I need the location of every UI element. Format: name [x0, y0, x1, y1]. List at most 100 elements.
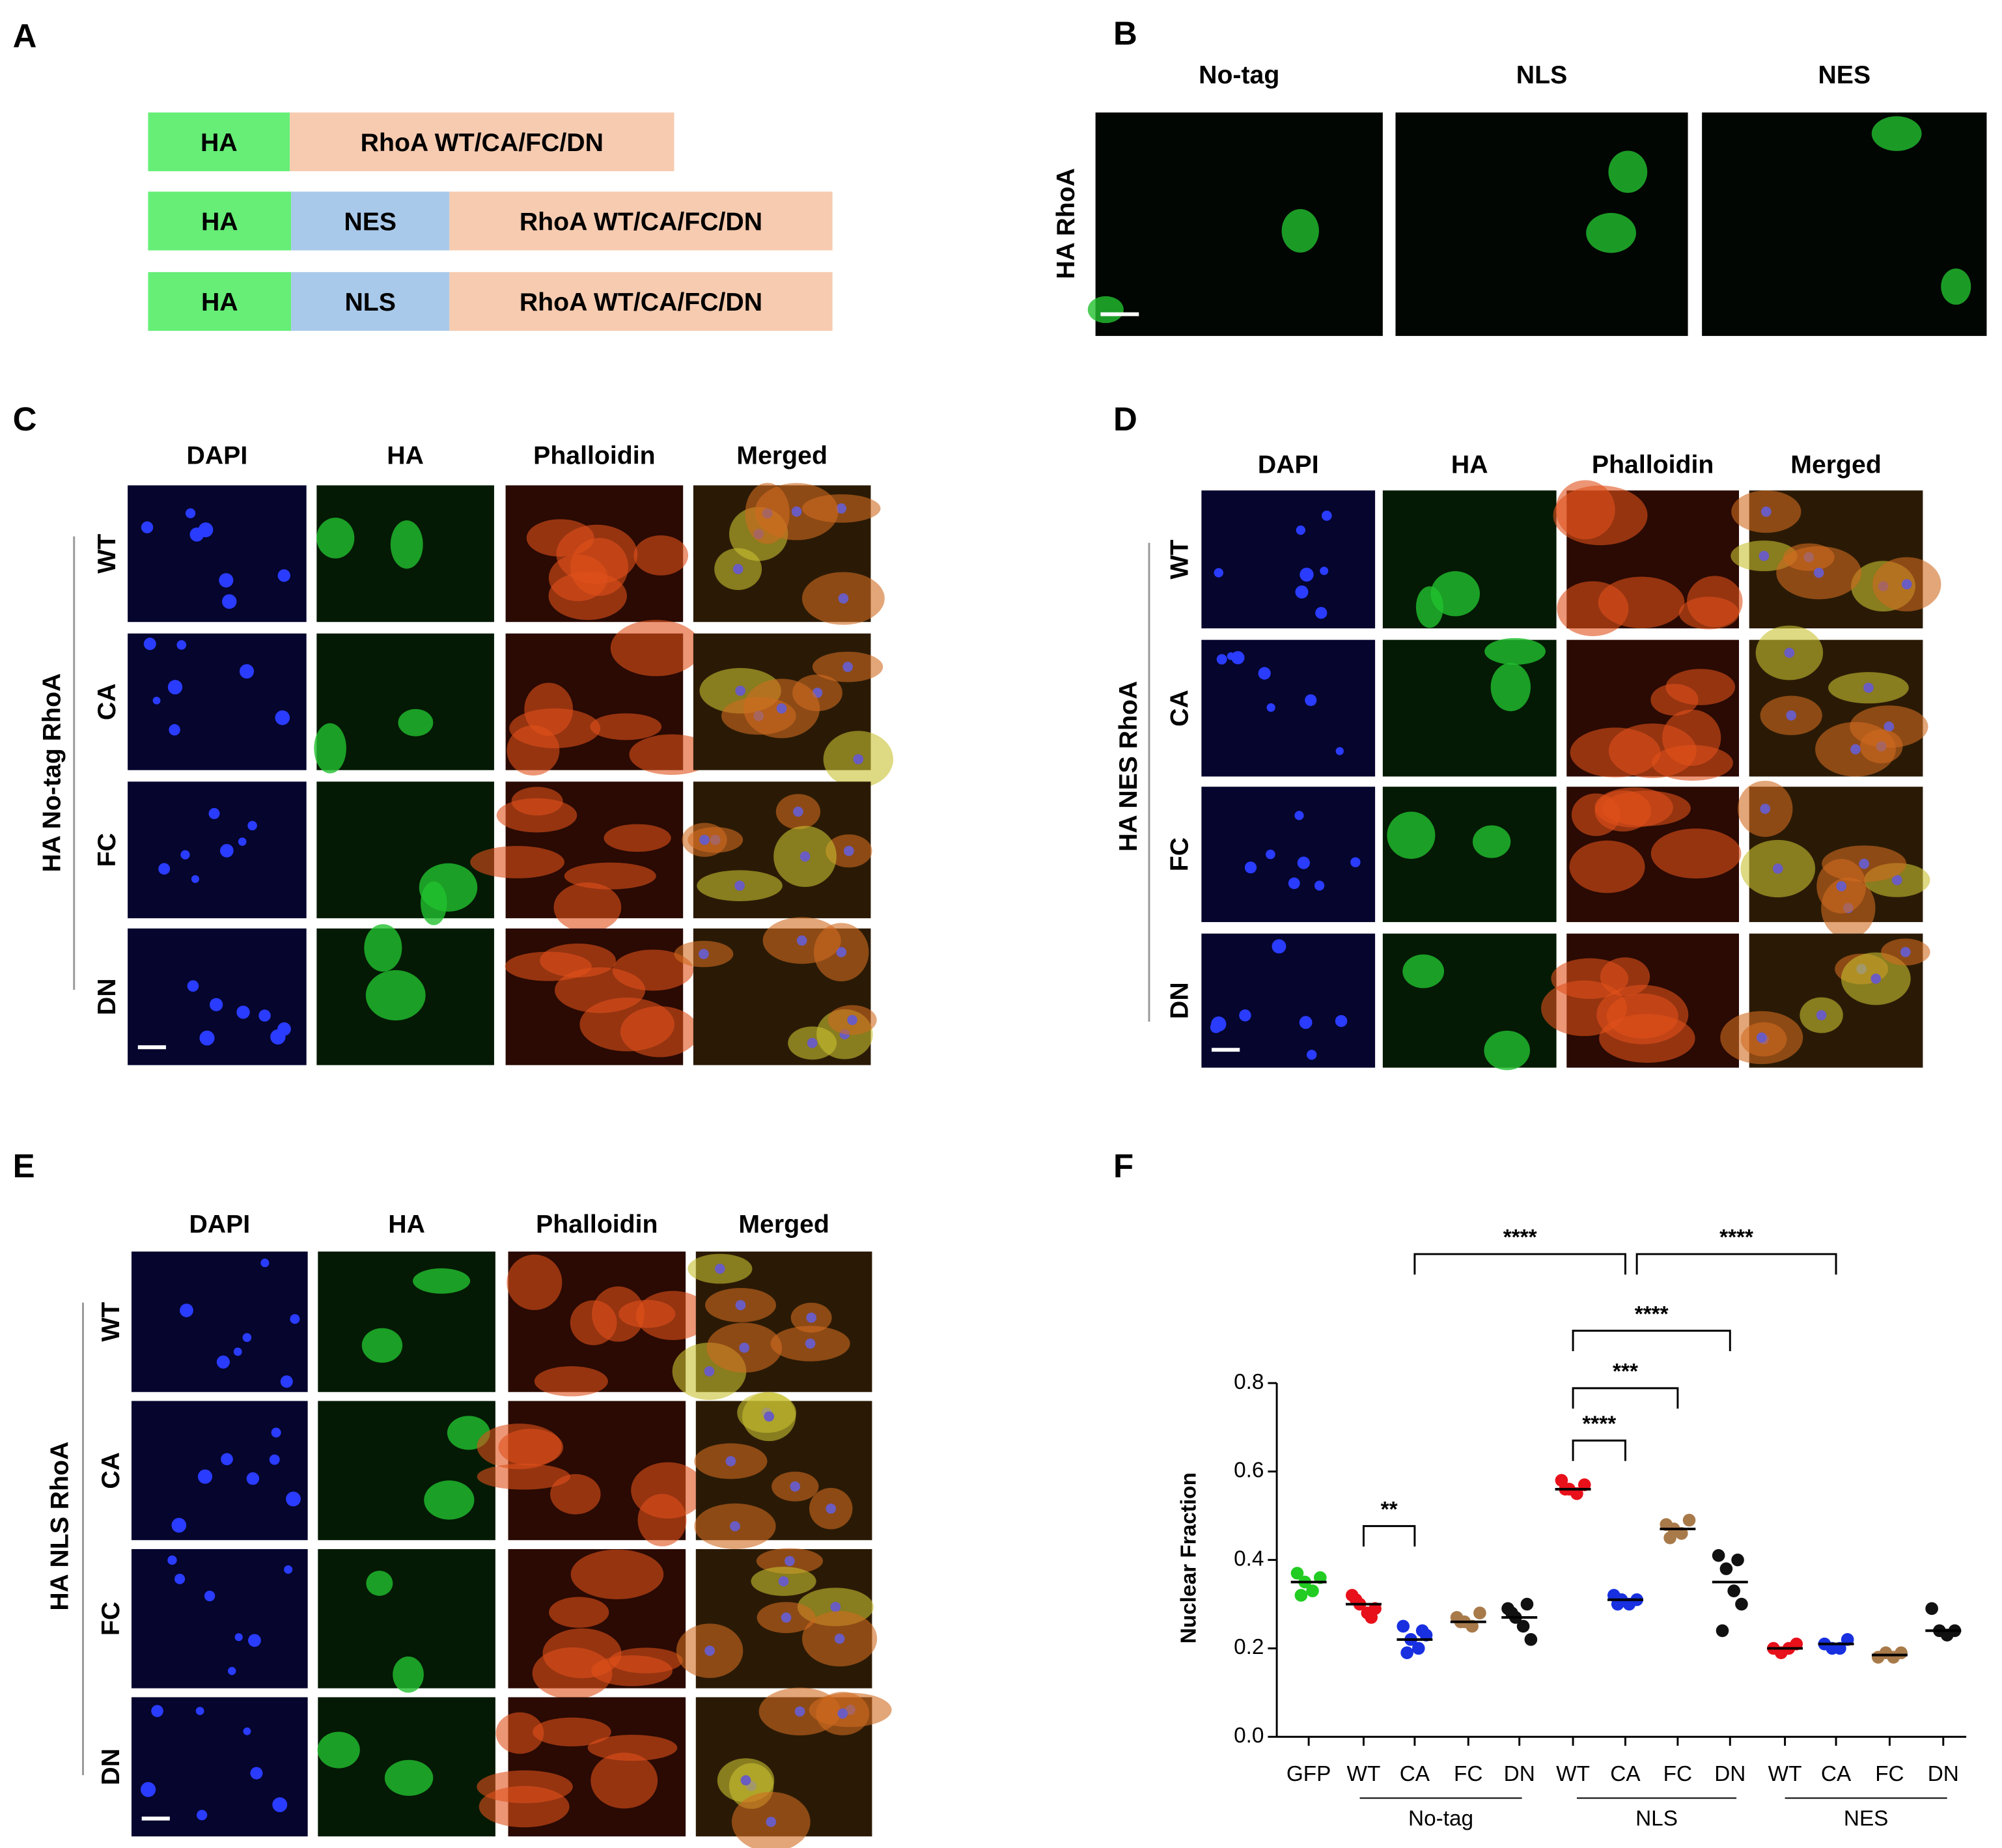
nucleus: [725, 1456, 736, 1466]
nucleus: [739, 1342, 750, 1353]
nucleus: [1759, 550, 1770, 561]
construct-segment: [449, 191, 833, 251]
actin: [496, 798, 577, 833]
actin: [590, 713, 662, 740]
nucleus: [1859, 858, 1869, 869]
nucleus: [236, 1005, 250, 1019]
nucleus: [1335, 1015, 1348, 1028]
construct-segment: [148, 112, 290, 171]
row-label: WT: [92, 534, 121, 574]
micrograph: [131, 1697, 308, 1837]
nucleus: [221, 594, 237, 609]
nucleus: [239, 664, 255, 679]
actin: [610, 619, 702, 677]
micrograph: [1395, 112, 1688, 336]
nucleus: [1756, 1032, 1767, 1043]
nucleus: [836, 503, 847, 514]
row-label: CA: [1165, 690, 1193, 727]
nucleus: [1813, 567, 1824, 578]
nucleus: [1266, 703, 1275, 712]
column-title: DAPI: [1258, 450, 1319, 479]
row-label: DN: [92, 978, 121, 1015]
column-title: Phalloidin: [1592, 450, 1714, 479]
nucleus: [247, 820, 257, 831]
nucleus: [1231, 651, 1245, 665]
cell: [1484, 637, 1546, 665]
cell: [384, 1759, 434, 1796]
segment-label: RhoA WT/CA/FC/DN: [361, 128, 604, 157]
nucleus: [704, 1366, 715, 1377]
x-tick-label: DN: [1714, 1762, 1745, 1786]
nucleus: [248, 1634, 261, 1647]
column-title: Merged: [1790, 450, 1881, 479]
actin: [1569, 840, 1645, 893]
construct-segment: [449, 272, 833, 331]
data-point: [1516, 1619, 1530, 1633]
cell: [365, 970, 426, 1021]
significance-bracket: [1572, 1387, 1679, 1409]
segment-label: HA: [201, 288, 238, 316]
nucleus: [776, 703, 787, 714]
nucleus: [242, 1333, 252, 1342]
x-tick-label: CA: [1400, 1762, 1430, 1786]
nucleus: [209, 998, 223, 1011]
cell: [1490, 663, 1531, 712]
actin: [612, 949, 694, 991]
panel-label: C: [13, 400, 37, 438]
significance-label: ***: [1613, 1360, 1638, 1384]
nucleus: [1322, 511, 1332, 521]
micrograph: [1201, 639, 1376, 777]
nucleus: [1901, 579, 1912, 590]
cell: [366, 1571, 393, 1596]
nucleus: [778, 1576, 789, 1587]
nucleus: [143, 637, 156, 651]
column-title: HA: [388, 1210, 425, 1239]
nucleus: [790, 1481, 801, 1492]
actin: [1594, 790, 1652, 832]
micrograph: [1095, 112, 1383, 336]
x-tick-label: FC: [1454, 1762, 1482, 1786]
nucleus: [167, 680, 183, 695]
nucleus: [805, 1338, 816, 1349]
cell: [1608, 150, 1648, 193]
column-title: Merged: [738, 1210, 829, 1239]
micrograph: [131, 1401, 308, 1541]
nucleus: [1900, 947, 1911, 957]
nucleus: [1335, 747, 1344, 755]
nucleus: [151, 1705, 163, 1717]
nucleus: [180, 850, 190, 860]
nucleus: [199, 1030, 215, 1046]
nucleus: [714, 1263, 725, 1274]
nucleus: [785, 1556, 795, 1567]
nucleus: [250, 1767, 263, 1780]
row-label: FC: [92, 833, 121, 867]
column-title: HA: [1451, 450, 1488, 479]
x-tick-label: DN: [1504, 1762, 1535, 1786]
nucleus: [1296, 525, 1306, 535]
y-tick-label: 0.2: [1234, 1635, 1264, 1659]
actin: [609, 1647, 683, 1673]
panel-label: D: [1113, 400, 1137, 438]
nucleus: [1760, 804, 1771, 814]
actin: [570, 1549, 664, 1599]
significance-label: **: [1381, 1498, 1398, 1522]
construct-segment: [290, 112, 674, 171]
nucleus: [1214, 568, 1223, 578]
actin: [477, 1463, 571, 1490]
y-tick-label: 0.6: [1234, 1459, 1264, 1483]
segment-label: RhoA WT/CA/FC/DN: [520, 288, 762, 316]
nucleus: [246, 1472, 260, 1485]
nucleus: [197, 1469, 213, 1484]
nucleus: [1258, 667, 1271, 680]
x-tick-label: WT: [1768, 1762, 1802, 1786]
cell: [413, 1268, 471, 1294]
column-title: NES: [1818, 61, 1870, 89]
nucleus: [1299, 1016, 1313, 1029]
nucleus: [806, 1312, 817, 1323]
nucleus: [1850, 744, 1861, 755]
x-tick-label: DN: [1928, 1762, 1959, 1786]
data-point: [1306, 1584, 1319, 1597]
nucleus: [699, 834, 710, 845]
micrograph: [1201, 787, 1376, 923]
nucleus: [269, 1454, 280, 1465]
